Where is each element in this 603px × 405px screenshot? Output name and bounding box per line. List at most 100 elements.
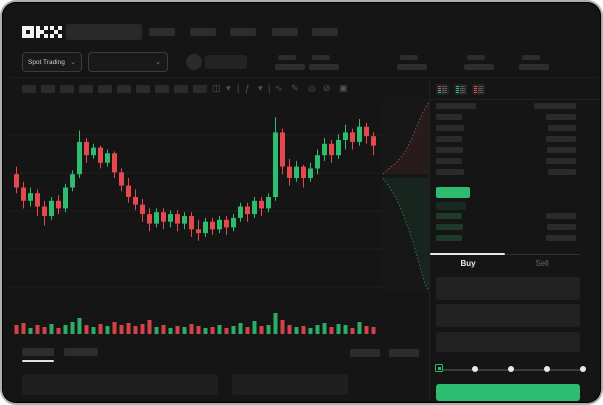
order-form-field-1[interactable]	[436, 277, 580, 300]
orderbook-header-amount	[534, 103, 576, 109]
nav-item[interactable]	[149, 28, 175, 36]
green-dot-icon	[438, 89, 441, 92]
ask-price-bar[interactable]	[436, 125, 464, 131]
timeframe-button[interactable]	[60, 85, 74, 93]
candle-style-icon[interactable]: ◫	[212, 83, 221, 93]
nav-item[interactable]	[190, 28, 216, 36]
order-form-field-2[interactable]	[436, 304, 580, 327]
green-dot-icon	[456, 91, 459, 94]
bid-price-bar[interactable]	[436, 235, 462, 241]
slider-dot[interactable]	[580, 366, 586, 372]
ask-price-bar[interactable]	[436, 114, 462, 120]
stat-label-placeholder	[278, 55, 296, 60]
timeframe-button[interactable]	[136, 85, 150, 93]
nav-item[interactable]	[230, 28, 256, 36]
timeframe-button[interactable]	[193, 85, 207, 93]
line	[441, 89, 447, 92]
orders-tab[interactable]	[22, 348, 54, 356]
timeframe-button[interactable]	[22, 85, 36, 93]
orders-tab[interactable]	[64, 348, 98, 356]
order-form-field-3[interactable]	[436, 332, 580, 352]
timeframe-button[interactable]	[98, 85, 112, 93]
coin-icon	[186, 54, 202, 70]
slider-handle[interactable]	[435, 364, 443, 372]
history-filter-button[interactable]	[350, 349, 380, 357]
timeframe-button[interactable]	[41, 85, 55, 93]
bid-price-bar[interactable]	[436, 224, 463, 230]
line	[441, 85, 447, 87]
pair-selector[interactable]: ⌄	[88, 52, 168, 72]
hide-canvas-icon[interactable]: ⊘	[323, 83, 331, 93]
draw-tool-icon[interactable]: ✎	[291, 83, 299, 93]
ask-amount-bar[interactable]	[546, 158, 576, 164]
candlestick-chart[interactable]	[10, 98, 430, 342]
line	[477, 89, 483, 92]
timeframe-button[interactable]	[117, 85, 131, 93]
nav-item[interactable]	[272, 28, 298, 36]
indicators-icon[interactable]: ƒ	[245, 83, 251, 93]
line	[459, 91, 465, 94]
market-type-selector[interactable]: Spot Trading ⌄	[22, 52, 82, 72]
green-dot-icon	[438, 91, 441, 94]
orderbook-combined-icon[interactable]	[436, 84, 449, 95]
candles-series	[14, 117, 376, 241]
tab-buy[interactable]: Buy	[460, 259, 476, 268]
bid-amount-bar[interactable]	[547, 224, 576, 230]
toolbar-divider: |	[268, 83, 271, 93]
bid-price-bar[interactable]	[436, 213, 462, 219]
line	[441, 91, 447, 94]
last-price-faint-bar	[436, 202, 466, 210]
green-dot-icon	[456, 85, 459, 87]
line	[477, 91, 483, 94]
ask-amount-bar[interactable]	[547, 147, 576, 153]
red-dot-icon	[474, 89, 477, 92]
buy-submit-button[interactable]	[436, 384, 580, 401]
ask-amount-bar[interactable]	[548, 169, 576, 175]
line	[459, 89, 465, 92]
line	[441, 87, 447, 90]
chevron-down-icon: ⌄	[155, 58, 161, 66]
red-dot-icon	[438, 87, 441, 90]
bid-amount-bar[interactable]	[546, 213, 576, 219]
slider-dot[interactable]	[508, 366, 514, 372]
timeframe-button[interactable]	[174, 85, 188, 93]
orderbook-bids-icon[interactable]	[454, 84, 467, 95]
ask-amount-bar[interactable]	[546, 114, 576, 120]
slider-dot[interactable]	[544, 366, 550, 372]
stat-value-placeholder	[519, 64, 549, 70]
timeframe-button[interactable]	[79, 85, 93, 93]
chevron-down-icon[interactable]: ▾	[258, 83, 263, 93]
toolbar-divider	[205, 84, 206, 94]
ask-price-bar[interactable]	[436, 158, 462, 164]
green-dot-icon	[456, 87, 459, 90]
timeframe-button[interactable]	[155, 85, 169, 93]
ask-price-bar[interactable]	[436, 136, 462, 142]
tab-sell[interactable]: Sell	[535, 259, 549, 268]
line	[459, 85, 465, 87]
stat-label-placeholder	[400, 55, 418, 60]
last-price-bar[interactable]	[436, 187, 470, 198]
ask-price-bar[interactable]	[436, 147, 463, 153]
screenshot-icon[interactable]: ◎	[308, 83, 316, 93]
fullscreen-icon[interactable]: ▣	[339, 83, 348, 93]
ask-price-bar[interactable]	[436, 169, 464, 175]
depth-overlay	[382, 98, 430, 292]
red-dot-icon	[474, 85, 477, 87]
chevron-down-icon[interactable]: ▾	[226, 83, 231, 93]
line	[459, 87, 465, 90]
ask-amount-bar[interactable]	[546, 136, 576, 142]
orderbook-asks-icon[interactable]	[472, 84, 485, 95]
search-input[interactable]	[66, 24, 142, 40]
orderbook-divider	[430, 99, 598, 100]
bid-amount-bar[interactable]	[546, 235, 576, 241]
history-filter-button[interactable]	[389, 349, 419, 357]
nav-item[interactable]	[312, 28, 338, 36]
line	[477, 85, 483, 87]
slider-dot[interactable]	[472, 366, 478, 372]
stat-label-placeholder	[467, 55, 485, 60]
ask-amount-bar[interactable]	[548, 125, 576, 131]
okx-logo[interactable]	[22, 26, 62, 38]
line-tool-icon[interactable]: ∿	[275, 83, 283, 93]
